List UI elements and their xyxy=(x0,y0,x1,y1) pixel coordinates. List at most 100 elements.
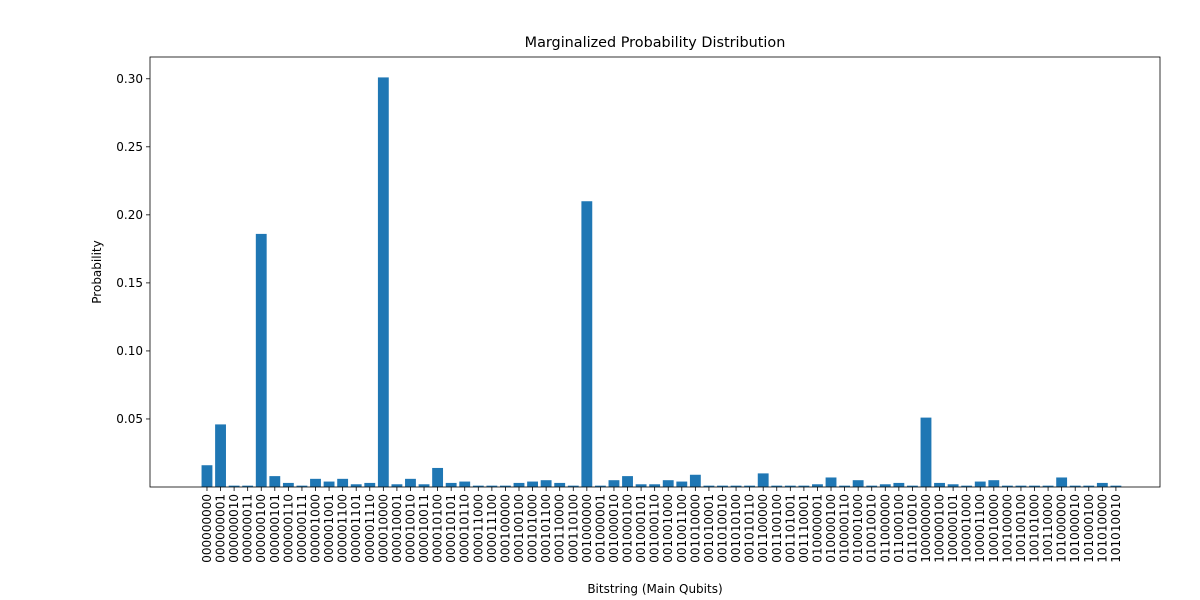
bar xyxy=(513,482,525,487)
x-tick-label: 100001100 xyxy=(973,494,987,563)
x-tick-label: 011010010 xyxy=(905,494,919,563)
bar xyxy=(771,485,783,487)
bar xyxy=(364,482,376,487)
x-tick-label: 100010000 xyxy=(987,494,1001,563)
x-tick-label: 000001100 xyxy=(336,494,350,563)
bar xyxy=(906,485,918,487)
x-tick-label: 001000001 xyxy=(593,494,607,563)
y-tick-label: 0.20 xyxy=(116,208,143,222)
x-tick-label: 010001000 xyxy=(851,494,865,563)
x-tick-label: 000000000 xyxy=(200,494,214,563)
x-tick-label: 011000100 xyxy=(892,494,906,563)
x-tick-label: 010000100 xyxy=(824,494,838,563)
bar xyxy=(1029,485,1040,487)
x-tick-label: 000010100 xyxy=(431,494,445,563)
bar xyxy=(961,485,973,487)
bar xyxy=(635,484,647,487)
x-tick-label: 100100000 xyxy=(1000,494,1014,563)
x-tick-label: 101010010 xyxy=(1109,494,1123,563)
x-tick-label: 000100000 xyxy=(498,494,512,563)
x-tick-label: 001010010 xyxy=(715,494,729,563)
x-axis-label: Bitstring (Main Qubits) xyxy=(587,582,722,596)
bar xyxy=(703,485,715,487)
x-tick-label: 000000010 xyxy=(227,494,241,563)
x-tick-label: 001000010 xyxy=(607,494,621,563)
x-tick-label: 001000110 xyxy=(648,494,662,563)
x-tick-label: 000010101 xyxy=(444,494,458,563)
bar xyxy=(1042,485,1054,487)
x-tick-label: 101010000 xyxy=(1095,494,1109,563)
x-tick-label: 101000000 xyxy=(1055,494,1069,563)
y-tick-label: 0.15 xyxy=(116,276,143,290)
bar xyxy=(1110,485,1122,487)
x-tick-label: 000110000 xyxy=(553,494,567,563)
bar xyxy=(852,480,864,487)
bar xyxy=(201,465,213,487)
bar xyxy=(1015,485,1027,487)
x-tick-label: 000001110 xyxy=(363,494,377,563)
bar xyxy=(879,484,891,487)
bar xyxy=(974,481,986,487)
x-tick-label: 001000100 xyxy=(621,494,635,563)
bar xyxy=(500,485,511,487)
y-tick-label: 0.30 xyxy=(116,72,143,86)
bar xyxy=(337,478,349,487)
x-tick-label: 100000100 xyxy=(933,494,947,563)
bar xyxy=(594,485,606,487)
x-tick-label: 000000011 xyxy=(241,494,255,563)
bar xyxy=(554,482,566,487)
y-tick-label: 0.25 xyxy=(116,140,143,154)
bar xyxy=(812,484,823,487)
y-axis-label: Probability xyxy=(90,240,104,303)
bar xyxy=(567,485,579,487)
x-tick-label: 001101001 xyxy=(783,494,797,563)
bar xyxy=(649,484,661,487)
x-tick-label: 100100100 xyxy=(1014,494,1028,563)
bar xyxy=(1069,485,1081,487)
bar xyxy=(757,473,769,487)
bar xyxy=(282,482,294,487)
x-tick-label: 000010110 xyxy=(458,494,472,563)
bar xyxy=(310,478,321,487)
bar xyxy=(472,485,484,487)
x-tick-label: 000010001 xyxy=(390,494,404,563)
x-tick-label: 000001101 xyxy=(349,494,363,563)
bar xyxy=(717,485,728,487)
bar xyxy=(445,482,457,487)
x-tick-label: 001100000 xyxy=(756,494,770,563)
bar xyxy=(527,481,538,487)
bar xyxy=(893,482,905,487)
bar xyxy=(486,485,498,487)
bar xyxy=(784,485,796,487)
x-tick-label: 100101000 xyxy=(1028,494,1042,563)
bar xyxy=(1001,485,1013,487)
x-tick-label: 000010000 xyxy=(376,494,390,563)
bar xyxy=(622,476,633,487)
bar xyxy=(676,481,688,487)
bar xyxy=(228,485,240,487)
x-tick-label: 000000100 xyxy=(254,494,268,563)
bar xyxy=(242,485,254,487)
bar xyxy=(730,485,742,487)
x-tick-label: 000000001 xyxy=(214,494,228,563)
bar xyxy=(1056,477,1068,487)
x-tick-label: 000011100 xyxy=(485,494,499,563)
x-tick-label: 011000000 xyxy=(878,494,892,563)
x-tick-label: 100001000 xyxy=(960,494,974,563)
bar xyxy=(459,481,471,487)
chart-title: Marginalized Probability Distribution xyxy=(525,35,786,51)
bar xyxy=(839,485,851,487)
bar xyxy=(377,77,389,488)
x-tick-label: 000110100 xyxy=(566,494,580,563)
x-tick-label: 001001100 xyxy=(675,494,689,563)
x-tick-label: 010010010 xyxy=(865,494,879,563)
bar xyxy=(988,480,1000,487)
bar xyxy=(920,417,932,487)
x-tick-label: 000010010 xyxy=(403,494,417,563)
bar xyxy=(744,485,756,487)
bar xyxy=(391,484,403,487)
bar xyxy=(934,482,945,487)
bar xyxy=(215,424,226,487)
bar xyxy=(350,484,362,487)
